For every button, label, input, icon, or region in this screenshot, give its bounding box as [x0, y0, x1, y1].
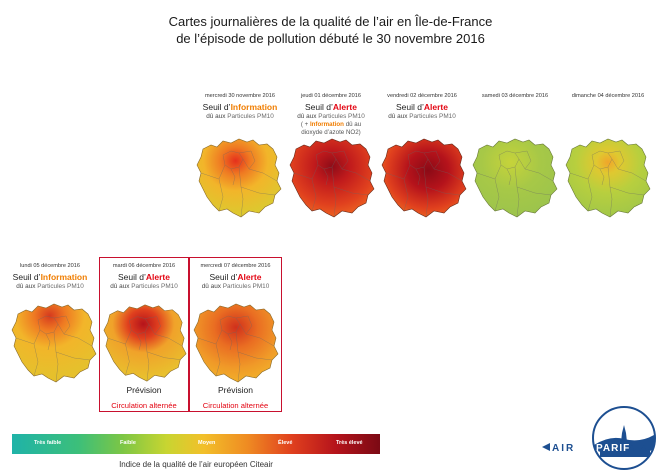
extra-notice: ( + Information dû au	[300, 121, 362, 128]
map-dec-07	[193, 303, 279, 383]
aqi-color-scale: Très faible Faible Moyen Élevé Très élev…	[12, 434, 380, 454]
cause-label: dû aux Particules PM10	[388, 113, 456, 120]
title-line-2: de l’épisode de pollution débuté le 30 n…	[176, 31, 485, 46]
threshold-label: Seuil d’Alerte	[305, 102, 357, 112]
map-dec-01	[289, 138, 375, 218]
day-panel-dec-02: vendredi 02 décembre 2016 Seuil d’Alerte…	[374, 92, 470, 121]
day-panel-dec-01: jeudi 01 décembre 2016 Seuil d’Alerte dû…	[283, 92, 379, 137]
threshold-level: Alerte	[332, 102, 357, 112]
logo-text-parif: PARIF	[596, 443, 630, 454]
scale-label-very-low: Très faible	[34, 440, 62, 446]
traffic-label-dec-06: Circulation alternée	[111, 401, 177, 410]
scale-label-high: Élevé	[278, 440, 293, 446]
threshold-label: Seuil d’Alerte	[118, 272, 170, 282]
day-date: vendredi 02 décembre 2016	[387, 93, 457, 99]
forecast-label-dec-07: Prévision	[218, 385, 253, 395]
day-panel-dec-06: mardi 06 décembre 2016 Seuil d’Alerte dû…	[99, 262, 189, 291]
forecast-frame-dec-07	[189, 257, 282, 412]
threshold-level: Alerte	[423, 102, 448, 112]
traffic-label-dec-07: Circulation alternée	[202, 401, 269, 410]
threshold-label: Seuil d’Alerte	[209, 272, 262, 282]
day-panel-dec-05: lundi 05 décembre 2016 Seuil d’Informati…	[2, 262, 98, 291]
day-date: lundi 05 décembre 2016	[19, 263, 81, 269]
day-date: mercredi 07 décembre 2016	[200, 263, 271, 269]
page-title: Cartes journalières de la qualité de l’a…	[0, 13, 661, 47]
day-panel-dec-04: dimanche 04 décembre 2016	[559, 92, 657, 100]
day-panel-nov-30: mercredi 30 novembre 2016 Seuil d’Inform…	[192, 92, 288, 121]
scale-label-medium: Moyen	[198, 440, 216, 446]
forecast-frame-dec-06	[99, 257, 189, 412]
scale-caption: Indice de la qualité de l’air européen C…	[119, 460, 273, 469]
cause-label: dû aux Particules PM10	[110, 283, 178, 290]
cause-label: dû aux Particules PM10	[16, 283, 84, 290]
threshold-level: Alerte	[237, 272, 262, 282]
day-date: dimanche 04 décembre 2016	[571, 93, 645, 99]
day-panel-dec-07: mercredi 07 décembre 2016 Seuil d’Alerte…	[189, 262, 282, 291]
logo-text-air: AIR	[552, 443, 575, 454]
cause-label: dû aux Particules PM10	[206, 113, 274, 120]
scale-label-low: Faible	[120, 440, 136, 446]
day-date: jeudi 01 décembre 2016	[300, 93, 362, 99]
cause-label: dû aux Particules PM10	[201, 283, 270, 290]
airparif-logo: AIR PARIF	[542, 406, 656, 470]
threshold-label: Seuil d’Information	[12, 272, 88, 282]
cause-label: dû aux Particules PM10	[297, 113, 365, 120]
day-date: mardi 06 décembre 2016	[112, 263, 176, 269]
day-date: samedi 03 décembre 2016	[481, 93, 549, 99]
threshold-level: Information	[230, 102, 278, 112]
forecast-label-dec-06: Prévision	[126, 385, 162, 395]
map-nov-30	[196, 138, 282, 218]
map-dec-05	[11, 303, 97, 383]
threshold-label: Seuil d’Alerte	[396, 102, 448, 112]
map-dec-04	[565, 138, 651, 218]
day-date: mercredi 30 novembre 2016	[205, 93, 275, 99]
threshold-level: Information	[40, 272, 88, 282]
day-panel-dec-03: samedi 03 décembre 2016	[467, 92, 563, 100]
map-dec-03	[472, 138, 558, 218]
title-line-1: Cartes journalières de la qualité de l’a…	[168, 14, 493, 29]
threshold-level: Alerte	[145, 272, 170, 282]
map-dec-02	[381, 138, 467, 218]
map-dec-06	[103, 304, 187, 382]
threshold-label: Seuil d’Information	[202, 102, 278, 112]
scale-label-very-high: Très élevé	[336, 440, 363, 446]
extra-notice-line2: dioxyde d’azote NO2)	[301, 129, 361, 136]
